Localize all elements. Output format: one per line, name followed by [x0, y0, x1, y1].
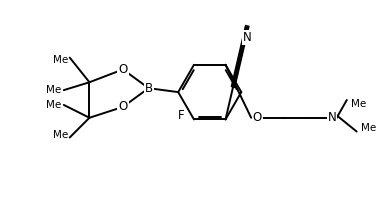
Text: Me: Me: [46, 85, 61, 95]
Text: Me: Me: [351, 99, 366, 109]
Text: O: O: [118, 63, 127, 76]
Text: N: N: [243, 31, 252, 44]
Text: Me: Me: [53, 130, 68, 140]
Text: B: B: [144, 82, 153, 95]
Text: Me: Me: [53, 55, 68, 65]
Text: O: O: [252, 111, 262, 124]
Text: Me: Me: [361, 123, 376, 133]
Text: N: N: [328, 111, 336, 124]
Text: Me: Me: [46, 100, 61, 110]
Text: F: F: [177, 109, 184, 122]
Text: O: O: [118, 100, 127, 113]
